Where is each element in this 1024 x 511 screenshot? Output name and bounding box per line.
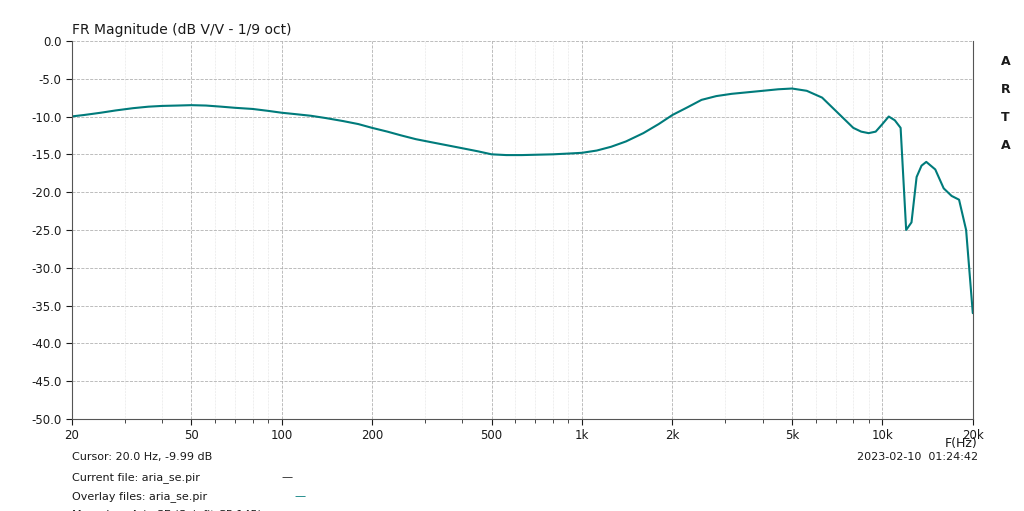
Text: 2023-02-10  01:24:42: 2023-02-10 01:24:42	[857, 452, 978, 462]
Text: A: A	[1000, 55, 1010, 68]
Text: —: —	[282, 472, 293, 482]
Text: Current file: aria_se.pir: Current file: aria_se.pir	[72, 472, 200, 482]
Text: F(Hz): F(Hz)	[945, 437, 978, 450]
Text: Overlay files: aria_se.pir: Overlay files: aria_se.pir	[72, 491, 207, 502]
Text: A: A	[1000, 139, 1010, 152]
Text: —: —	[295, 491, 306, 501]
Text: T: T	[1000, 111, 1009, 124]
Text: Cursor: 20.0 Hz, -9.99 dB: Cursor: 20.0 Hz, -9.99 dB	[72, 452, 212, 462]
Text: R: R	[1000, 83, 1010, 96]
Text: FR Magnitude (dB V/V - 1/9 oct): FR Magnitude (dB V/V - 1/9 oct)	[72, 23, 291, 37]
Text: Moondrop Aria SE (Spinfit CP-145): Moondrop Aria SE (Spinfit CP-145)	[72, 510, 261, 511]
